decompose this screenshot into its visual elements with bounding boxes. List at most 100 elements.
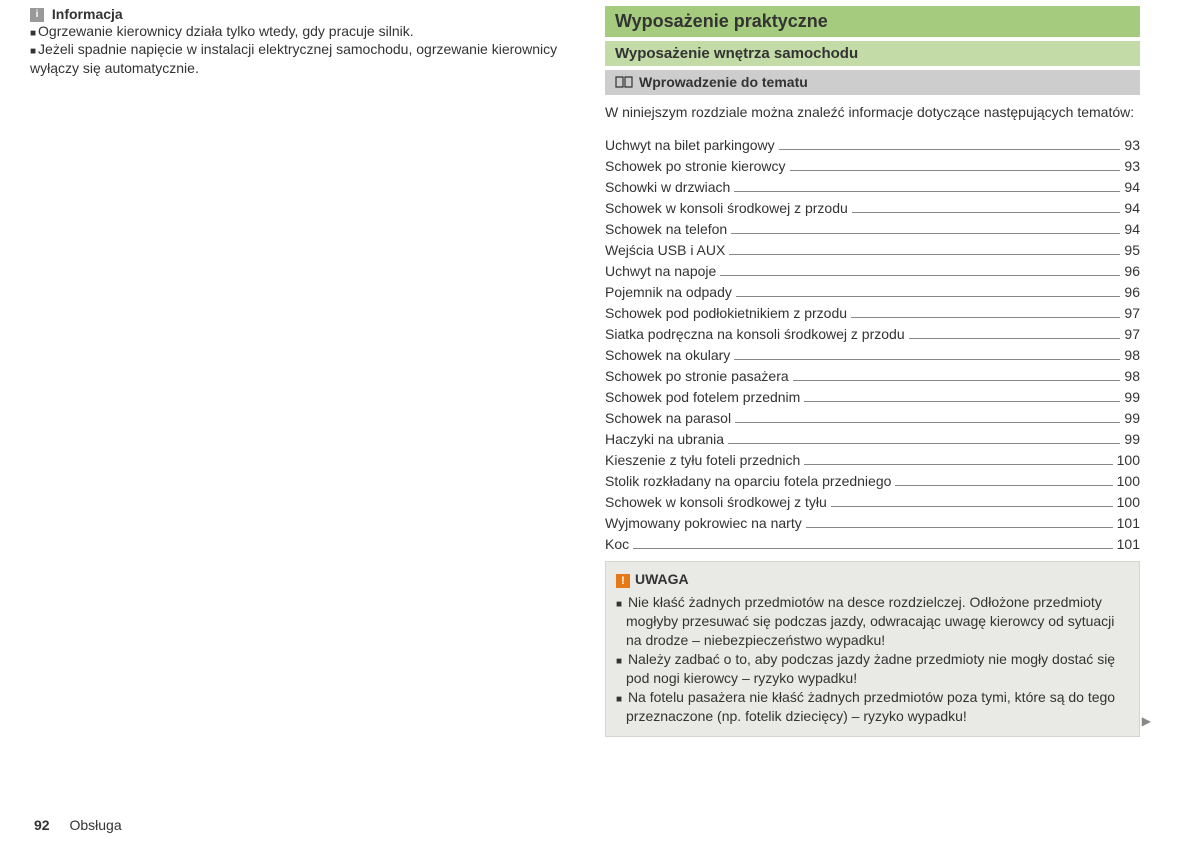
toc-label: Haczyki na ubrania bbox=[605, 429, 724, 450]
toc-leader bbox=[895, 485, 1112, 486]
toc-row: Stolik rozkładany na oparciu fotela prze… bbox=[605, 471, 1140, 492]
toc-leader bbox=[731, 233, 1120, 234]
manual-page: i Informacja ■Ogrzewanie kierownicy dzia… bbox=[0, 0, 1200, 845]
toc-page: 93 bbox=[1124, 156, 1140, 177]
toc-leader bbox=[779, 149, 1121, 150]
warning-heading-text: UWAGA bbox=[635, 571, 689, 587]
heading-1: Wyposażenie praktyczne bbox=[605, 6, 1140, 37]
info-heading: Informacja bbox=[52, 6, 123, 22]
toc-page: 100 bbox=[1117, 492, 1140, 513]
toc-label: Pojemnik na odpady bbox=[605, 282, 732, 303]
section-name: Obsługa bbox=[69, 817, 121, 833]
heading-2: Wyposażenie wnętrza samochodu bbox=[605, 41, 1140, 66]
toc-label: Uchwyt na napoje bbox=[605, 261, 716, 282]
toc-page: 96 bbox=[1124, 282, 1140, 303]
warning-icon: ! bbox=[616, 574, 630, 588]
heading-3: Wprowadzenie do tematu bbox=[605, 70, 1140, 95]
bullet-icon: ■ bbox=[616, 656, 622, 667]
toc-row: Schowek w konsoli środkowej z tyłu 100 bbox=[605, 492, 1140, 513]
toc-row: Uchwyt na bilet parkingowy 93 bbox=[605, 135, 1140, 156]
toc-label: Schowek na telefon bbox=[605, 219, 727, 240]
toc-row: Siatka podręczna na konsoli środkowej z … bbox=[605, 324, 1140, 345]
toc-label: Stolik rozkładany na oparciu fotela prze… bbox=[605, 471, 891, 492]
right-column: Wyposażenie praktyczne Wyposażenie wnętr… bbox=[585, 0, 1140, 845]
page-number: 92 bbox=[34, 817, 50, 833]
toc-row: Uchwyt na napoje 96 bbox=[605, 261, 1140, 282]
heading-3-text: Wprowadzenie do tematu bbox=[639, 74, 808, 90]
toc-row: Kieszenie z tyłu foteli przednich 100 bbox=[605, 450, 1140, 471]
toc-label: Schowek po stronie pasażera bbox=[605, 366, 789, 387]
warning-text: Na fotelu pasażera nie kłaść żadnych prz… bbox=[626, 689, 1115, 724]
intro-text: W niniejszym rozdziale można znaleźć inf… bbox=[605, 103, 1140, 121]
toc-leader bbox=[633, 548, 1113, 549]
toc-leader bbox=[851, 317, 1120, 318]
toc-page: 100 bbox=[1117, 471, 1140, 492]
toc-row: Pojemnik na odpady 96 bbox=[605, 282, 1140, 303]
toc-leader bbox=[852, 212, 1121, 213]
warning-text: Należy zadbać o to, aby podczas jazdy ża… bbox=[626, 651, 1115, 686]
toc-label: Kieszenie z tyłu foteli przednich bbox=[605, 450, 800, 471]
toc-leader bbox=[793, 380, 1121, 381]
toc-page: 94 bbox=[1124, 219, 1140, 240]
info-icon: i bbox=[30, 8, 44, 22]
toc-label: Siatka podręczna na konsoli środkowej z … bbox=[605, 324, 905, 345]
toc-leader bbox=[790, 170, 1121, 171]
toc-label: Schowek w konsoli środkowej z tyłu bbox=[605, 492, 827, 513]
toc-row: Schowek na okulary98 bbox=[605, 345, 1140, 366]
toc-page: 99 bbox=[1124, 429, 1140, 450]
toc-row: Koc101 bbox=[605, 534, 1140, 555]
toc-row: Haczyki na ubrania 99 bbox=[605, 429, 1140, 450]
toc-label: Wejścia USB i AUX bbox=[605, 240, 725, 261]
toc-leader bbox=[804, 464, 1112, 465]
toc-row: Schowek pod fotelem przednim 99 bbox=[605, 387, 1140, 408]
warning-item: ■ Na fotelu pasażera nie kłaść żadnych p… bbox=[616, 688, 1129, 726]
toc-row: Schowek po stronie kierowcy93 bbox=[605, 156, 1140, 177]
toc-row: Wyjmowany pokrowiec na narty101 bbox=[605, 513, 1140, 534]
toc-page: 100 bbox=[1117, 450, 1140, 471]
continue-arrow-icon: ▶ bbox=[1142, 713, 1151, 729]
toc-label: Koc bbox=[605, 534, 629, 555]
toc-list: Uchwyt na bilet parkingowy 93 Schowek po … bbox=[605, 135, 1140, 555]
toc-page: 96 bbox=[1124, 261, 1140, 282]
bullet-icon: ■ bbox=[30, 46, 36, 57]
toc-label: Uchwyt na bilet parkingowy bbox=[605, 135, 775, 156]
toc-row: Schowek na telefon 94 bbox=[605, 219, 1140, 240]
toc-label: Schowki w drzwiach bbox=[605, 177, 730, 198]
warning-heading: ! UWAGA bbox=[616, 570, 1129, 589]
toc-row: Schowki w drzwiach 94 bbox=[605, 177, 1140, 198]
toc-leader bbox=[729, 254, 1120, 255]
toc-leader bbox=[806, 527, 1113, 528]
info-line-text: Ogrzewanie kierownicy działa tylko wtedy… bbox=[38, 23, 414, 39]
toc-leader bbox=[831, 506, 1113, 507]
toc-row: Wejścia USB i AUX 95 bbox=[605, 240, 1140, 261]
toc-page: 97 bbox=[1124, 303, 1140, 324]
toc-leader bbox=[909, 338, 1121, 339]
toc-page: 99 bbox=[1124, 408, 1140, 429]
toc-label: Wyjmowany pokrowiec na narty bbox=[605, 513, 802, 534]
toc-leader bbox=[734, 359, 1120, 360]
warning-text: Nie kłaść żadnych przedmiotów na desce r… bbox=[626, 594, 1114, 648]
toc-page: 93 bbox=[1124, 135, 1140, 156]
info-line-text: Jeżeli spadnie napięcie w instalacji ele… bbox=[30, 41, 557, 75]
info-line: ■Jeżeli spadnie napięcie w instalacji el… bbox=[30, 40, 565, 76]
toc-page: 95 bbox=[1124, 240, 1140, 261]
toc-page: 97 bbox=[1124, 324, 1140, 345]
book-icon bbox=[615, 75, 633, 91]
bullet-icon: ■ bbox=[616, 599, 622, 610]
warning-item: ■ Należy zadbać o to, aby podczas jazdy … bbox=[616, 650, 1129, 688]
toc-label: Schowek na okulary bbox=[605, 345, 730, 366]
toc-page: 94 bbox=[1124, 198, 1140, 219]
toc-leader bbox=[720, 275, 1120, 276]
toc-label: Schowek pod fotelem przednim bbox=[605, 387, 800, 408]
toc-page: 94 bbox=[1124, 177, 1140, 198]
toc-leader bbox=[735, 422, 1120, 423]
toc-page: 98 bbox=[1124, 366, 1140, 387]
warning-item: ■ Nie kłaść żadnych przedmiotów na desce… bbox=[616, 593, 1129, 650]
toc-page: 99 bbox=[1124, 387, 1140, 408]
info-block: i Informacja ■Ogrzewanie kierownicy dzia… bbox=[30, 6, 565, 77]
info-line: ■Ogrzewanie kierownicy działa tylko wted… bbox=[30, 22, 565, 40]
page-footer: 92 Obsługa bbox=[34, 817, 122, 833]
toc-label: Schowek na parasol bbox=[605, 408, 731, 429]
toc-label: Schowek pod podłokietnikiem z przodu bbox=[605, 303, 847, 324]
toc-leader bbox=[734, 191, 1120, 192]
